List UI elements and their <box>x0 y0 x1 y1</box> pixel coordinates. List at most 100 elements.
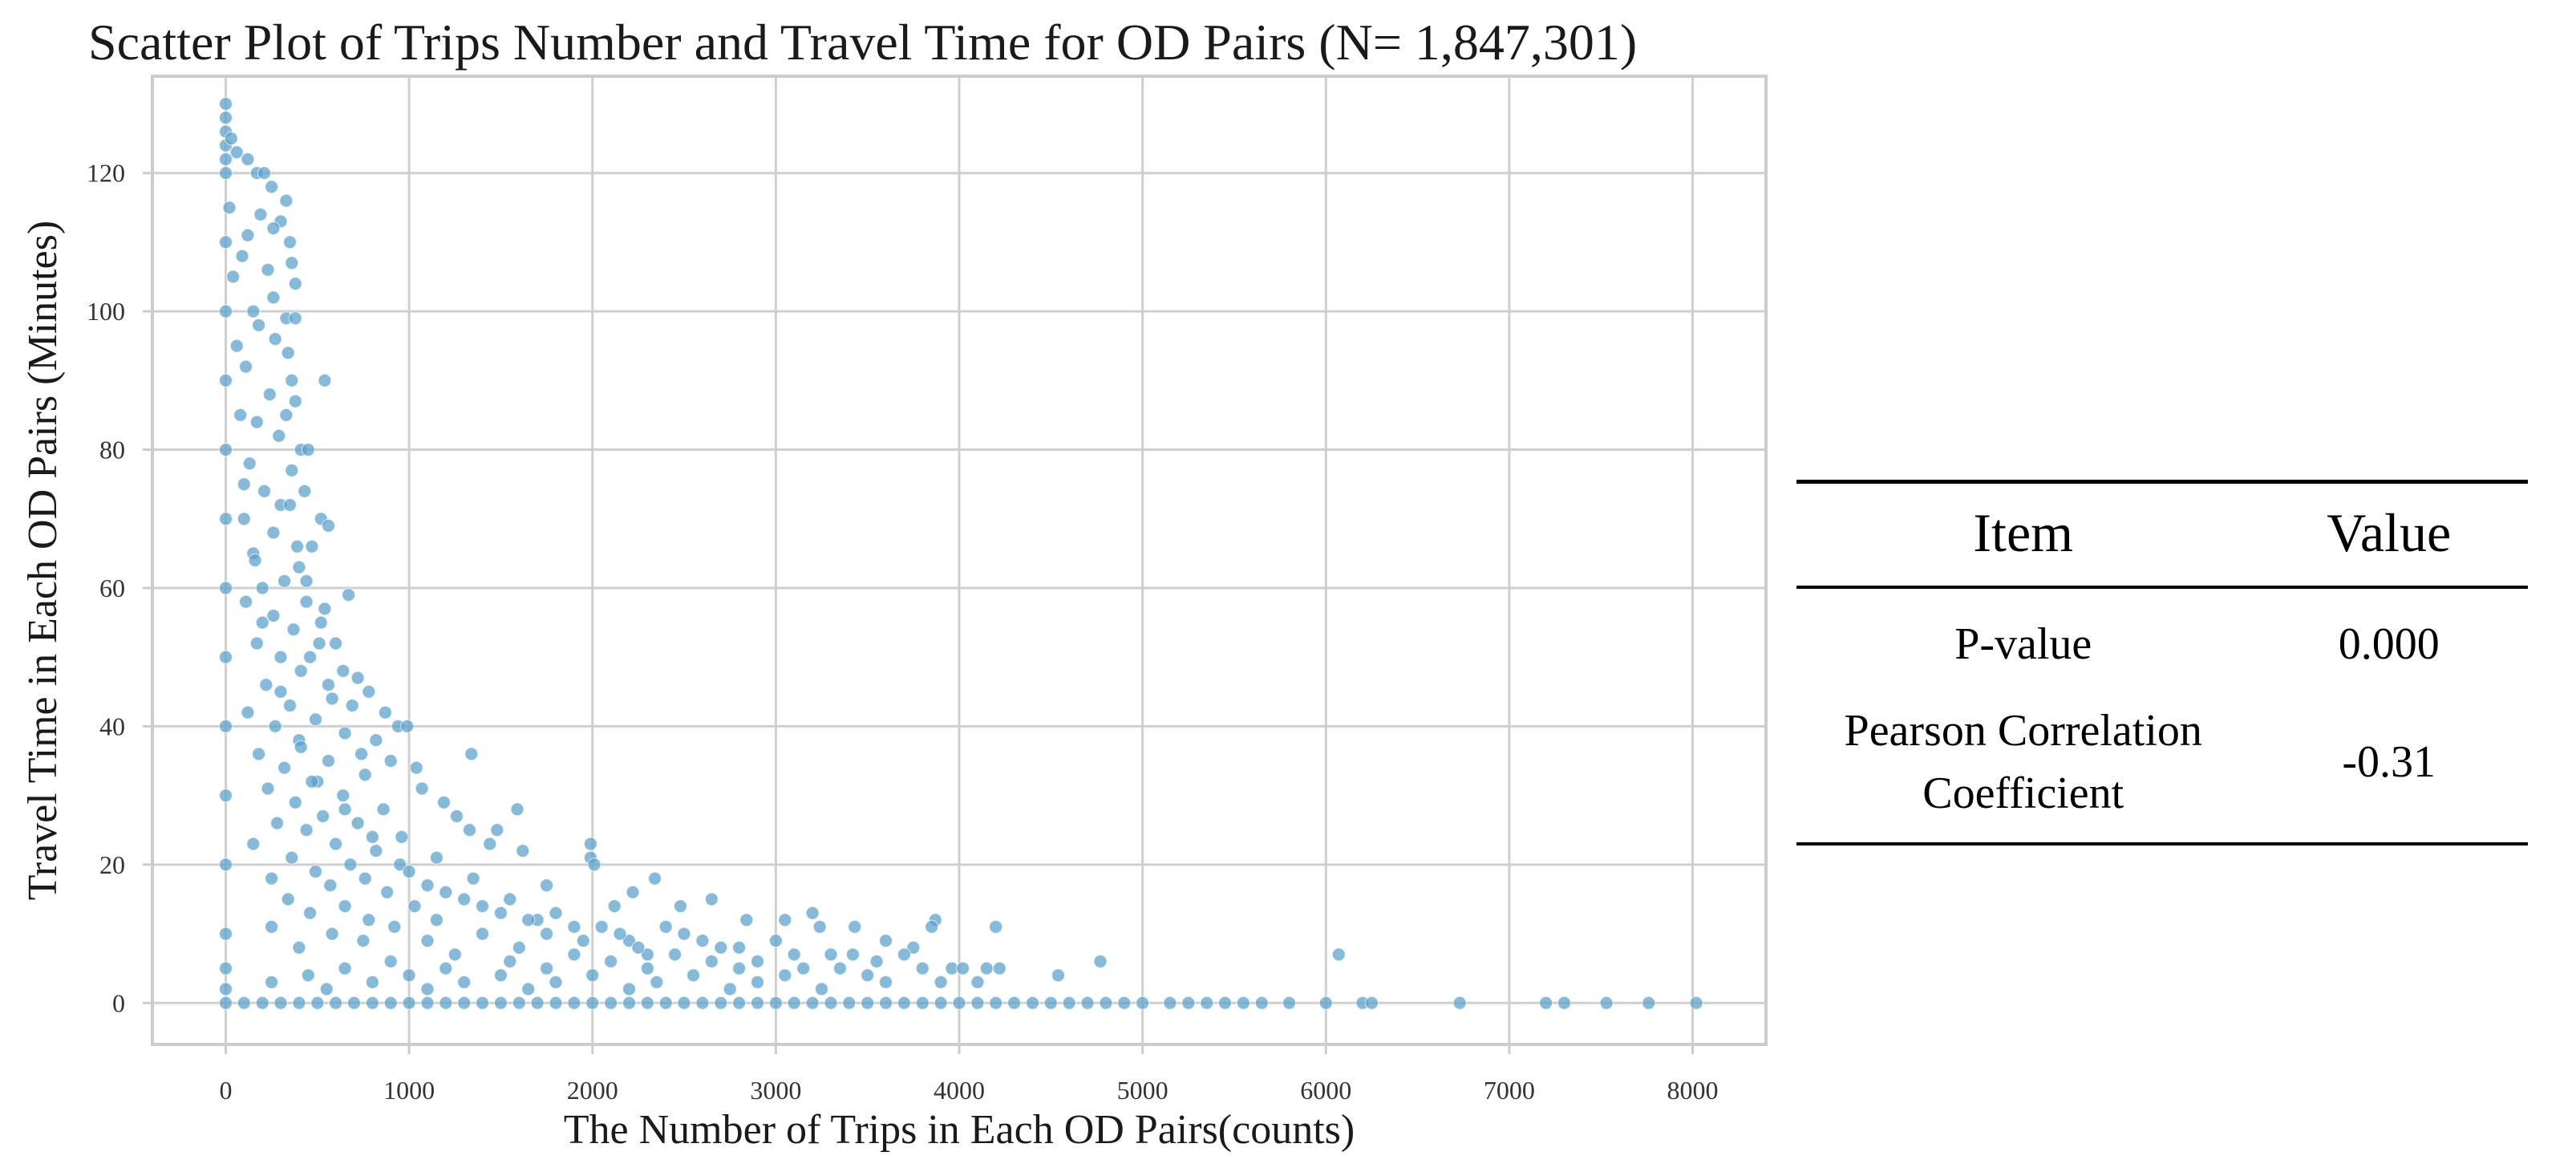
data-point <box>239 594 253 609</box>
data-point <box>350 671 365 685</box>
data-point <box>253 207 268 221</box>
data-point <box>218 719 233 734</box>
data-point <box>346 996 362 1010</box>
data-point <box>292 560 306 574</box>
data-point <box>268 719 282 734</box>
data-point <box>970 996 985 1010</box>
data-point <box>814 982 829 996</box>
data-point <box>380 885 395 899</box>
data-point <box>824 947 838 962</box>
data-point <box>265 975 279 990</box>
p-value-value: 0.000 <box>2338 619 2440 669</box>
data-point <box>285 850 299 865</box>
data-point <box>768 996 784 1010</box>
data-point <box>647 871 662 886</box>
data-point <box>583 837 598 851</box>
data-point <box>878 996 893 1010</box>
data-point <box>640 961 654 975</box>
data-point <box>241 228 255 242</box>
data-point <box>992 961 1007 975</box>
data-point <box>336 788 350 803</box>
data-point <box>626 885 640 899</box>
data-point <box>261 262 275 277</box>
data-point <box>312 636 326 651</box>
data-point <box>409 760 423 775</box>
data-point <box>848 919 862 935</box>
data-point <box>305 774 319 789</box>
data-point <box>512 996 526 1010</box>
y-tick-label: 0 <box>112 988 125 1017</box>
data-point <box>1181 996 1196 1010</box>
data-point <box>336 663 350 679</box>
data-point <box>387 919 402 935</box>
data-point <box>305 539 319 554</box>
data-point <box>549 975 563 990</box>
data-point <box>897 947 912 962</box>
data-point <box>301 442 315 457</box>
data-point <box>222 201 237 215</box>
data-point <box>277 574 292 589</box>
data-point <box>539 878 554 893</box>
data-point <box>277 760 292 775</box>
x-tick-label: 5000 <box>1117 1076 1169 1105</box>
data-point <box>265 919 279 935</box>
data-point <box>259 678 273 692</box>
header-item: Item <box>1973 502 2074 563</box>
data-point <box>218 858 233 872</box>
data-point <box>677 927 691 941</box>
data-point <box>383 996 398 1010</box>
data-point <box>576 934 590 948</box>
data-point <box>906 940 921 955</box>
grid <box>152 76 1766 1044</box>
data-point <box>750 996 765 1010</box>
data-point <box>750 975 765 990</box>
data-point <box>273 650 288 664</box>
data-point <box>282 235 298 249</box>
data-point <box>539 961 554 975</box>
x-tick-label: 8000 <box>1667 1076 1719 1105</box>
data-point <box>530 996 545 1010</box>
table-header-row: Item Value <box>1796 481 2528 587</box>
data-point <box>878 934 893 948</box>
data-point <box>325 927 339 941</box>
data-point <box>731 961 747 975</box>
data-point <box>218 442 233 457</box>
data-point <box>631 940 646 955</box>
data-point <box>369 733 383 748</box>
data-point <box>521 982 536 996</box>
data-point <box>955 961 970 975</box>
data-point <box>567 947 581 962</box>
data-point <box>1217 996 1233 1010</box>
data-point <box>1117 996 1132 1010</box>
data-point <box>308 864 323 879</box>
data-point <box>229 339 244 353</box>
data-point <box>607 898 622 914</box>
table-row: Pearson Correlation Coefficient -0.31 <box>1796 691 2528 844</box>
data-point <box>714 940 728 955</box>
data-point <box>415 781 429 796</box>
pearson-label-line2: Coefficient <box>1922 768 2124 818</box>
data-point <box>318 373 332 387</box>
data-point <box>787 996 801 1010</box>
data-point <box>805 906 820 920</box>
data-point <box>285 373 299 387</box>
data-point <box>329 636 343 651</box>
data-point <box>393 858 407 872</box>
data-point <box>308 712 323 727</box>
data-point <box>475 898 490 914</box>
data-point <box>362 913 376 927</box>
data-point <box>493 968 508 983</box>
data-point <box>842 996 857 1010</box>
data-point <box>1318 996 1333 1010</box>
data-point <box>249 415 264 429</box>
data-point <box>301 968 315 983</box>
data-point <box>686 968 701 983</box>
data-point <box>288 795 302 809</box>
data-point <box>365 975 379 990</box>
data-point <box>286 622 301 637</box>
data-point <box>714 996 728 1010</box>
data-point <box>778 913 792 927</box>
data-point <box>449 809 464 824</box>
data-point <box>218 152 233 167</box>
data-point <box>273 996 288 1010</box>
